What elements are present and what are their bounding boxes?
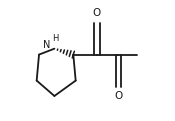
Text: H: H [52,34,58,43]
Text: N: N [43,40,50,49]
Text: O: O [114,91,122,101]
Text: O: O [93,8,101,18]
